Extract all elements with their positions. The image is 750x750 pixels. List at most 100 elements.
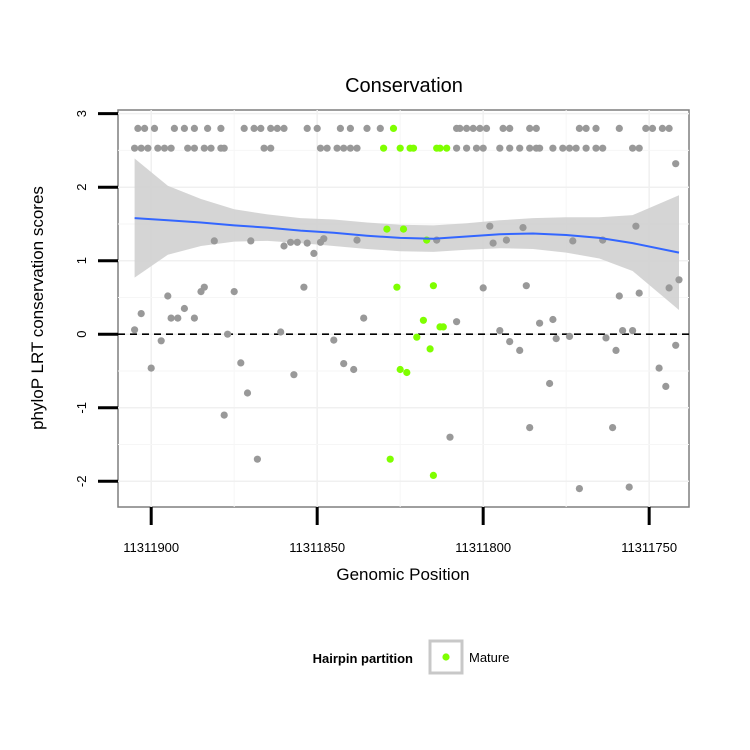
other-point [532, 124, 540, 132]
other-point [496, 144, 504, 152]
other-point [592, 144, 600, 152]
x-axis-title: Genomic Position [336, 565, 469, 584]
other-point [164, 292, 172, 300]
other-point [625, 483, 633, 491]
y-tick-label: -1 [74, 402, 89, 414]
other-point [549, 144, 557, 152]
other-point [506, 144, 514, 152]
other-point [516, 346, 524, 354]
other-point [565, 144, 574, 152]
other-point [559, 144, 567, 152]
grid [118, 110, 689, 507]
other-point [582, 124, 590, 132]
other-point [310, 249, 318, 257]
other-point [599, 144, 607, 152]
other-point [340, 360, 348, 368]
other-point [642, 124, 650, 132]
mature-point [389, 124, 398, 132]
other-point [609, 424, 617, 432]
other-point [150, 124, 159, 132]
other-point [456, 124, 464, 132]
other-point [476, 124, 484, 132]
other-point [602, 334, 610, 342]
other-point [479, 144, 487, 152]
other-point [675, 276, 683, 284]
other-point [482, 124, 491, 132]
other-point [353, 236, 361, 244]
other-point [237, 359, 245, 367]
legend-key-mature [442, 653, 450, 661]
other-point [629, 144, 637, 152]
other-point [575, 485, 584, 493]
other-point [174, 314, 182, 322]
other-point [346, 144, 354, 152]
other-point [144, 144, 152, 152]
other-point [131, 144, 139, 152]
other-point [506, 124, 514, 132]
other-point [463, 144, 471, 152]
mature-point [443, 144, 451, 152]
other-point [453, 144, 461, 152]
y-tick-label: 1 [74, 257, 89, 264]
other-point [184, 144, 192, 152]
other-point [665, 284, 673, 292]
other-point [180, 124, 188, 132]
mature-point [419, 316, 427, 324]
other-point [536, 319, 544, 327]
other-point [134, 124, 142, 132]
other-point [665, 124, 673, 132]
other-point [469, 124, 477, 132]
other-point [536, 144, 544, 152]
mature-point [403, 368, 411, 377]
mature-point [426, 345, 434, 353]
other-point [204, 124, 212, 132]
other-point [612, 346, 620, 354]
other-point [353, 144, 361, 152]
other-point [499, 124, 507, 132]
other-point [217, 124, 225, 132]
other-point [131, 326, 139, 334]
other-point [516, 144, 524, 152]
other-point [648, 124, 657, 132]
other-point [207, 144, 215, 152]
y-tick-label: 2 [74, 184, 89, 191]
smooth-curve [134, 217, 680, 254]
other-point [267, 144, 275, 152]
other-point [453, 318, 461, 326]
other-point [619, 327, 627, 335]
other-point [336, 124, 344, 132]
other-point [502, 236, 510, 244]
mature-point [383, 225, 391, 233]
legend: Hairpin partition Mature [313, 639, 509, 675]
mature-point [409, 144, 418, 152]
other-point [333, 144, 341, 152]
other-point [615, 124, 623, 132]
legend-title: Hairpin partition [313, 651, 413, 666]
other-point [526, 124, 534, 132]
other-point [486, 222, 494, 230]
data-points [131, 124, 683, 493]
other-point [572, 144, 580, 152]
other-point [662, 382, 670, 390]
other-point [552, 335, 560, 343]
other-point [565, 332, 574, 340]
y-tick-label: 0 [74, 331, 89, 338]
other-point [167, 314, 175, 322]
mature-point [396, 144, 404, 152]
other-point [313, 124, 321, 132]
other-point [250, 124, 258, 132]
other-point [522, 282, 530, 290]
other-point [200, 144, 208, 152]
mature-point [429, 282, 437, 290]
other-point [257, 124, 265, 132]
y-axis: -2 -1 0 1 2 3 [74, 110, 118, 487]
y-tick-label: 3 [74, 110, 89, 117]
other-point [655, 364, 663, 372]
y-tick-label: -2 [74, 476, 89, 488]
other-point [629, 327, 637, 335]
other-point [200, 283, 208, 291]
other-point [190, 144, 198, 152]
other-point [154, 144, 162, 152]
other-point [247, 237, 255, 245]
